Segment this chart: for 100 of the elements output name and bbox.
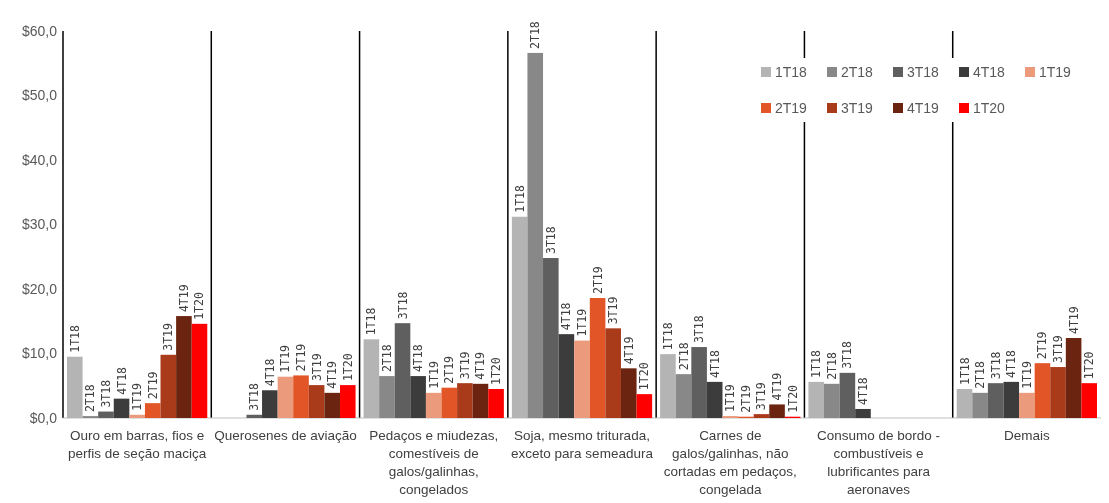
x-tick-label: Consumo de bordo - combustíveis e lubrificantes para aeronaves [817, 428, 941, 497]
text: 2T18 [528, 21, 543, 49]
text: 3T18 [840, 341, 855, 369]
bar [144, 403, 161, 418]
bar [543, 258, 559, 418]
bar [855, 408, 871, 418]
text: 3T18 [395, 291, 410, 320]
bar [574, 340, 590, 418]
text: 1T20 [489, 357, 504, 385]
bar [675, 374, 692, 418]
legend-label: 2T18 [841, 63, 874, 80]
bar [527, 52, 544, 418]
text: 3T18 [247, 383, 262, 411]
bar [277, 376, 294, 418]
text: 2T18 [379, 344, 394, 373]
text: 3T19 [754, 382, 769, 411]
bar [987, 383, 1004, 418]
text: 4T18 [707, 350, 722, 378]
text: 3T19 [457, 351, 472, 380]
bar [191, 323, 208, 418]
text: 4T19 [770, 372, 785, 401]
bar [839, 372, 856, 418]
text: 1T18 [957, 357, 972, 385]
bar [457, 383, 473, 418]
x-tick-label: Ouro em barras, fios e perfis de seção maciça [68, 428, 207, 461]
bar [1019, 392, 1035, 418]
text: 4T18 [1004, 350, 1019, 378]
text: 1T19 [426, 361, 441, 389]
x-tick-label: Demais [1003, 428, 1050, 443]
text: 4T19 [473, 352, 488, 380]
text: 3T18 [692, 315, 707, 344]
bar [394, 323, 411, 418]
bar [691, 347, 707, 418]
text: 1T20 [192, 292, 207, 320]
bar [753, 414, 770, 418]
bar [1050, 367, 1066, 418]
text: 1T20 [785, 385, 800, 413]
legend-label: 1T18 [775, 63, 808, 80]
bar [472, 383, 489, 418]
text: 2T19 [294, 343, 309, 372]
text: 3T19 [161, 323, 176, 351]
text: 4T19 [176, 284, 191, 313]
text: 4T18 [855, 377, 870, 405]
text: 2T19 [442, 355, 457, 384]
text: 3T19 [1051, 335, 1066, 364]
bar [620, 368, 637, 418]
bar [972, 392, 988, 418]
text: 4T19 [325, 361, 340, 389]
y-tick-label: $20,0 [21, 280, 58, 297]
text: 1T20 [637, 362, 652, 391]
text: 2T18 [83, 384, 98, 413]
y-tick-label: $30,0 [21, 216, 58, 233]
bar [379, 376, 395, 418]
bar [824, 383, 840, 418]
bar [1034, 363, 1051, 418]
text: 3T19 [606, 296, 621, 325]
legend-label: 2T19 [775, 99, 808, 116]
legend-label: 4T18 [973, 63, 1006, 80]
text: 2T19 [738, 385, 753, 413]
text: 1T19 [1019, 361, 1034, 389]
bar [605, 328, 621, 418]
text: 1T18 [67, 325, 82, 353]
text: 2T18 [973, 361, 988, 389]
text: 2T19 [145, 371, 160, 400]
bar [1081, 383, 1097, 418]
text: 1T18 [809, 350, 824, 378]
legend-label: 3T18 [907, 63, 940, 80]
bar [176, 316, 192, 418]
x-tick-label: Carnes de galos/galinhas, não cortadas em pedaços, congelada [663, 428, 797, 497]
text: 3T18 [98, 379, 113, 408]
legend-label: 1T20 [973, 99, 1006, 116]
bar [410, 376, 426, 418]
text: 4T18 [114, 366, 129, 395]
text: 1T20 [1082, 351, 1097, 380]
text: 1T19 [130, 383, 145, 411]
x-tick-label: Querosenes de aviação [214, 428, 357, 443]
text: 1T19 [723, 384, 738, 413]
text: 2T19 [590, 266, 605, 295]
bar [589, 298, 606, 418]
bar [129, 414, 145, 418]
bar [324, 392, 340, 418]
bar [308, 385, 325, 418]
bar [1003, 381, 1020, 418]
text: 1T18 [660, 322, 675, 351]
legend-label: 1T19 [1039, 63, 1072, 80]
bar [706, 381, 723, 418]
bar [1065, 338, 1082, 418]
legend-label: 4T19 [907, 99, 940, 116]
legend-label: 3T19 [841, 99, 874, 116]
text: 4T19 [1066, 306, 1081, 335]
text: 1T18 [364, 307, 379, 336]
bar [636, 394, 653, 418]
bar [339, 385, 356, 418]
bar [113, 398, 130, 418]
text: 1T19 [278, 345, 293, 373]
y-tick-label: $10,0 [21, 345, 58, 362]
bar [293, 375, 309, 418]
y-tick-label: $0,0 [29, 409, 58, 426]
y-tick-label: $50,0 [21, 87, 58, 104]
bar [558, 334, 575, 418]
